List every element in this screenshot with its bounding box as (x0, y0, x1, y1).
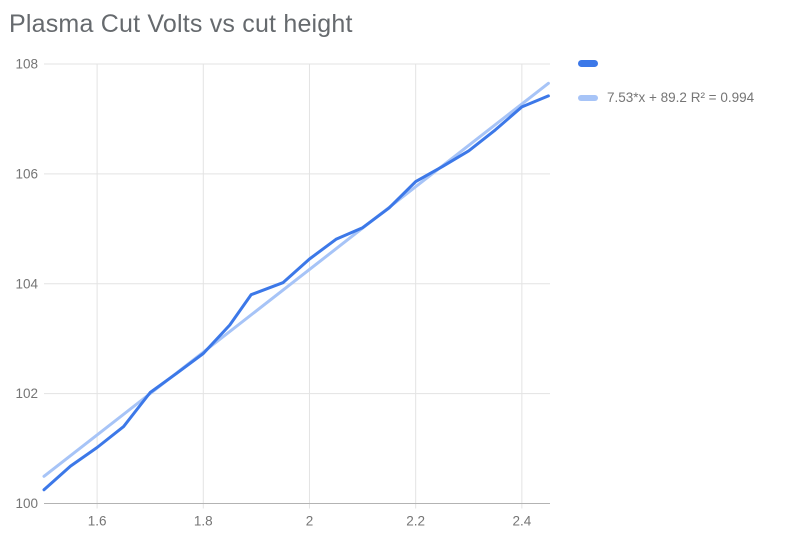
y-tick-label: 102 (15, 386, 38, 401)
y-tick-label: 100 (15, 496, 38, 511)
chart-title: Plasma Cut Volts vs cut height (9, 10, 353, 38)
trendline-legend-label: 7.53*x + 89.2 R² = 0.994 (607, 90, 755, 105)
series-legend-swatch (578, 60, 598, 67)
y-tick-label: 104 (15, 276, 38, 291)
data-series-line (42, 94, 550, 492)
x-tick-label: 1.8 (194, 514, 213, 529)
legend-item-series (578, 60, 607, 67)
legend-item-trendline: 7.53*x + 89.2 R² = 0.994 (578, 90, 754, 105)
trendline-legend-swatch (578, 94, 598, 101)
y-tick-label: 106 (15, 166, 38, 181)
trendline (42, 81, 550, 478)
x-tick-label: 2 (306, 514, 314, 529)
x-tick-label: 2.4 (512, 514, 531, 529)
x-tick-label: 2.2 (406, 514, 425, 529)
x-tick-label: 1.6 (88, 514, 107, 529)
y-tick-label: 108 (15, 57, 38, 72)
